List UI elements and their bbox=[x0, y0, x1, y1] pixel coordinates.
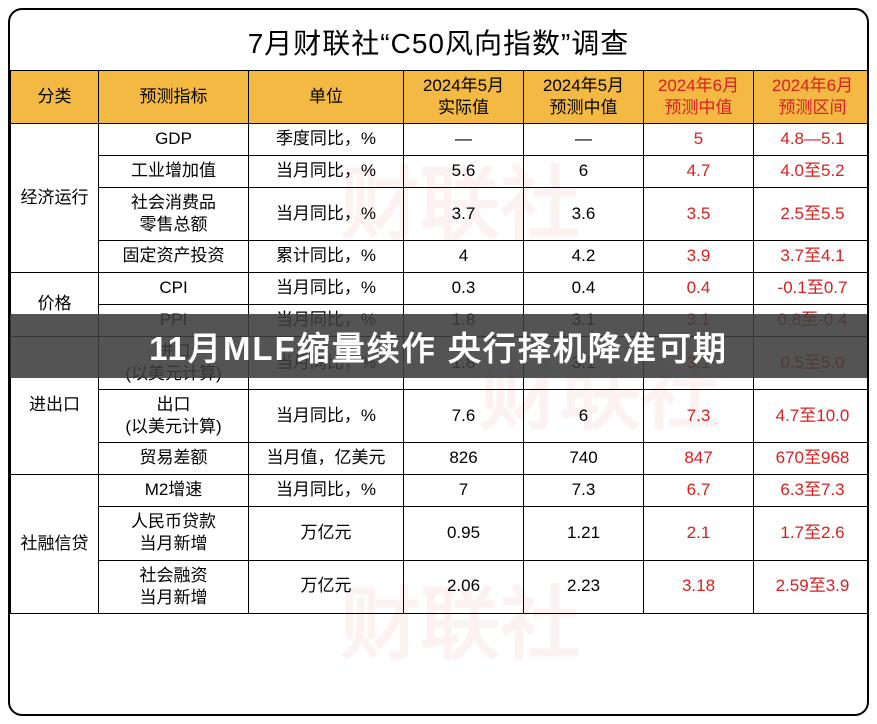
indicator-cell: 贸易差额 bbox=[99, 443, 249, 475]
category-cell: 经济运行 bbox=[11, 124, 99, 273]
jun-range-cell: 670至968 bbox=[754, 443, 870, 475]
jun-range-cell: -0.1至0.7 bbox=[754, 273, 870, 305]
table-row: 社会消费品零售总额当月同比，%3.73.63.52.5至5.5 bbox=[11, 188, 870, 241]
may-median-cell: — bbox=[524, 124, 644, 156]
unit-cell: 当月值，亿美元 bbox=[249, 443, 404, 475]
unit-cell: 当月同比，% bbox=[249, 475, 404, 507]
unit-cell: 当月同比，% bbox=[249, 390, 404, 443]
may-median-cell: 3.6 bbox=[524, 188, 644, 241]
table-row: 经济运行GDP季度同比，%——54.8—5.1 bbox=[11, 124, 870, 156]
may-actual-cell: 5.6 bbox=[404, 156, 524, 188]
jun-range-cell: 4.7至10.0 bbox=[754, 390, 870, 443]
jun-median-cell: 3.5 bbox=[644, 188, 754, 241]
jun-median-cell: 6.7 bbox=[644, 475, 754, 507]
may-median-cell: 740 bbox=[524, 443, 644, 475]
jun-range-cell: 1.7至2.6 bbox=[754, 507, 870, 560]
table-row: 价格CPI当月同比，%0.30.40.4-0.1至0.7 bbox=[11, 273, 870, 305]
indicator-cell: 固定资产投资 bbox=[99, 241, 249, 273]
document-frame: 财联社 财联社 财联社 7月财联社“C50风向指数”调查 分类 预测指标 单位 … bbox=[8, 8, 869, 716]
indicator-cell: 社会融资当月新增 bbox=[99, 560, 249, 613]
may-median-cell: 6 bbox=[524, 156, 644, 188]
jun-median-cell: 0.4 bbox=[644, 273, 754, 305]
unit-cell: 累计同比，% bbox=[249, 241, 404, 273]
unit-cell: 当月同比，% bbox=[249, 156, 404, 188]
unit-cell: 当月同比，% bbox=[249, 188, 404, 241]
may-median-cell: 1.21 bbox=[524, 507, 644, 560]
jun-range-cell: 4.0至5.2 bbox=[754, 156, 870, 188]
table-row: 固定资产投资累计同比，%44.23.93.7至4.1 bbox=[11, 241, 870, 273]
may-median-cell: 0.4 bbox=[524, 273, 644, 305]
col-jun-range: 2024年6月 预测区间 bbox=[754, 71, 870, 124]
col-may-median: 2024年5月 预测中值 bbox=[524, 71, 644, 124]
jun-median-cell: 847 bbox=[644, 443, 754, 475]
may-median-cell: 4.2 bbox=[524, 241, 644, 273]
indicator-cell: GDP bbox=[99, 124, 249, 156]
may-actual-cell: 3.7 bbox=[404, 188, 524, 241]
col-category: 分类 bbox=[11, 71, 99, 124]
jun-median-cell: 5 bbox=[644, 124, 754, 156]
may-actual-cell: 4 bbox=[404, 241, 524, 273]
indicator-cell: 社会消费品零售总额 bbox=[99, 188, 249, 241]
jun-median-cell: 2.1 bbox=[644, 507, 754, 560]
indicator-cell: 人民币贷款当月新增 bbox=[99, 507, 249, 560]
col-may-actual: 2024年5月 实际值 bbox=[404, 71, 524, 124]
jun-range-cell: 2.59至3.9 bbox=[754, 560, 870, 613]
table-row: 人民币贷款当月新增万亿元0.951.212.11.7至2.6 bbox=[11, 507, 870, 560]
unit-cell: 万亿元 bbox=[249, 560, 404, 613]
may-actual-cell: — bbox=[404, 124, 524, 156]
indicator-cell: 工业增加值 bbox=[99, 156, 249, 188]
table-header-row: 分类 预测指标 单位 2024年5月 实际值 2024年5月 预测中值 2024… bbox=[11, 71, 870, 124]
may-actual-cell: 2.06 bbox=[404, 560, 524, 613]
may-median-cell: 2.23 bbox=[524, 560, 644, 613]
table-row: 贸易差额当月值，亿美元826740847670至968 bbox=[11, 443, 870, 475]
jun-median-cell: 3.9 bbox=[644, 241, 754, 273]
overlay-headline-banner: 11月MLF缩量续作 央行择机降准可期 bbox=[10, 314, 867, 378]
indicator-cell: CPI bbox=[99, 273, 249, 305]
indicator-cell: M2增速 bbox=[99, 475, 249, 507]
jun-range-cell: 3.7至4.1 bbox=[754, 241, 870, 273]
may-actual-cell: 0.95 bbox=[404, 507, 524, 560]
jun-median-cell: 4.7 bbox=[644, 156, 754, 188]
jun-median-cell: 7.3 bbox=[644, 390, 754, 443]
may-median-cell: 7.3 bbox=[524, 475, 644, 507]
indicator-cell: 出口(以美元计算) bbox=[99, 390, 249, 443]
jun-range-cell: 6.3至7.3 bbox=[754, 475, 870, 507]
unit-cell: 万亿元 bbox=[249, 507, 404, 560]
page-title: 7月财联社“C50风向指数”调查 bbox=[10, 10, 867, 70]
col-jun-median: 2024年6月 预测中值 bbox=[644, 71, 754, 124]
col-indicator: 预测指标 bbox=[99, 71, 249, 124]
table-row: 出口(以美元计算)当月同比，%7.667.34.7至10.0 bbox=[11, 390, 870, 443]
may-actual-cell: 0.3 bbox=[404, 273, 524, 305]
jun-median-cell: 3.18 bbox=[644, 560, 754, 613]
col-unit: 单位 bbox=[249, 71, 404, 124]
jun-range-cell: 4.8—5.1 bbox=[754, 124, 870, 156]
unit-cell: 季度同比，% bbox=[249, 124, 404, 156]
may-actual-cell: 826 bbox=[404, 443, 524, 475]
may-median-cell: 6 bbox=[524, 390, 644, 443]
unit-cell: 当月同比，% bbox=[249, 273, 404, 305]
may-actual-cell: 7.6 bbox=[404, 390, 524, 443]
jun-range-cell: 2.5至5.5 bbox=[754, 188, 870, 241]
category-cell: 社融信贷 bbox=[11, 475, 99, 613]
table-row: 社融信贷M2增速当月同比，%77.36.76.3至7.3 bbox=[11, 475, 870, 507]
may-actual-cell: 7 bbox=[404, 475, 524, 507]
table-row: 工业增加值当月同比，%5.664.74.0至5.2 bbox=[11, 156, 870, 188]
table-row: 社会融资当月新增万亿元2.062.233.182.59至3.9 bbox=[11, 560, 870, 613]
